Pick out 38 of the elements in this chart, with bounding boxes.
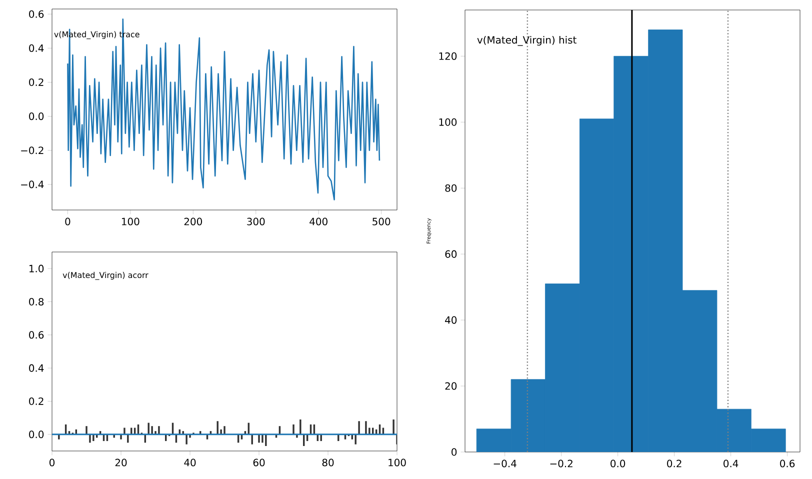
y-tick-label: 0.4 [29,364,44,372]
x-tick-label: −0.2 [550,460,572,468]
x-tick-label: 100 [122,218,140,226]
y-tick-label: 100 [439,118,457,126]
y-tick-label: 0.0 [29,430,44,438]
y-tick-label: 0.0 [29,112,44,120]
x-tick-label: 300 [247,218,265,226]
x-tick-label: 0 [65,218,70,226]
annotation: v(Mated_Virgin) hist [477,36,576,46]
y-tick-label: 20 [445,382,457,390]
y-tick-label: 0.6 [29,10,44,18]
x-tick-label: 0 [49,458,55,466]
y-tick-label: 0.4 [29,44,44,52]
x-tick-label: 500 [372,218,390,226]
x-tick-label: 0.2 [667,460,682,468]
x-tick-label: 60 [253,458,265,466]
x-tick-label: 400 [310,218,328,226]
x-tick-label: 80 [322,458,334,466]
y-tick-label: −0.4 [21,180,44,188]
y-tick-label: −0.2 [21,146,44,154]
y-tick-label: 0.2 [29,78,44,86]
x-tick-label: 100 [388,458,406,466]
x-tick-label: 0.0 [610,460,626,468]
x-tick-label: 40 [184,458,196,466]
y-tick-label: 0 [452,448,457,456]
y-tick-label: 0.8 [29,298,44,306]
y-tick-label: 60 [445,250,457,258]
y-tick-label: 1.0 [29,264,44,272]
y-tick-label: 40 [445,316,457,324]
y-tick-label: 0.6 [29,331,44,339]
y-tick-label: 80 [445,184,457,192]
x-tick-label: 200 [184,218,202,226]
x-tick-label: −0.4 [494,460,516,468]
x-tick-label: 0.6 [780,460,795,468]
y-tick-label: 0.2 [29,397,44,406]
x-tick-label: 20 [115,458,127,466]
y-tick-label: 120 [439,52,457,60]
x-tick-label: 0.4 [724,460,738,468]
